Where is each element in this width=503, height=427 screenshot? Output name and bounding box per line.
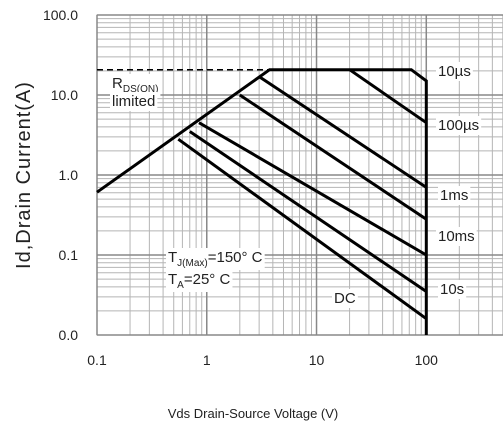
- series-label: 10µs: [438, 63, 471, 80]
- series-label: 1ms: [440, 187, 468, 204]
- x-axis-label: Vds Drain-Source Voltage (V): [168, 406, 339, 421]
- series-label: DC: [334, 290, 356, 307]
- annotation-box: [110, 92, 158, 111]
- x-tick-label: 100: [415, 352, 439, 368]
- annotation-subscript: A: [177, 280, 184, 291]
- annotation: TA=25° C: [168, 271, 230, 291]
- series-line: [238, 93, 428, 221]
- series-line: [258, 75, 428, 189]
- annotation-subscript: DS(ON): [123, 84, 159, 95]
- y-tick-label: 1.0: [59, 167, 79, 183]
- y-tick-label: 100.0: [43, 7, 78, 23]
- y-tick-label: 0.1: [59, 247, 79, 263]
- y-tick-label: 10.0: [51, 87, 78, 103]
- annotation-text: limited: [112, 93, 155, 110]
- annotation-box: [166, 248, 265, 270]
- series-label-box: [438, 186, 471, 205]
- series-label-box: [332, 289, 358, 308]
- series-label-box: [436, 116, 482, 135]
- series-label-box: [436, 62, 473, 81]
- series-label-box: [436, 227, 477, 246]
- annotation-subscript: J(Max): [177, 258, 208, 269]
- series-line: [188, 130, 428, 293]
- series-line: [348, 68, 428, 124]
- annotation-text: =25° C: [184, 271, 231, 288]
- series-line: [96, 68, 428, 335]
- annotation: TJ(Max)=150° C: [168, 249, 263, 269]
- annotation-text: =150° C: [208, 249, 263, 266]
- annotation-box: [110, 74, 161, 96]
- series-label: 10s: [440, 281, 464, 298]
- series-label: 100µs: [438, 117, 479, 134]
- annotation: RDS(ON): [112, 75, 158, 95]
- annotation-text: R: [112, 75, 123, 92]
- series-line: [177, 137, 428, 320]
- annotation-box: [166, 270, 233, 292]
- x-tick-label: 0.1: [87, 352, 107, 368]
- annotation-text: T: [168, 271, 177, 288]
- annotation-text: T: [168, 249, 177, 266]
- series-line: [198, 121, 428, 257]
- series-label: 10ms: [438, 228, 475, 245]
- x-tick-label: 10: [309, 352, 325, 368]
- series-label-box: [438, 280, 467, 299]
- x-tick-label: 1: [203, 352, 211, 368]
- annotation: limited: [112, 93, 155, 110]
- y-axis-label: Id,Drain Current(A): [13, 81, 35, 269]
- y-tick-label: 0.0: [59, 327, 79, 343]
